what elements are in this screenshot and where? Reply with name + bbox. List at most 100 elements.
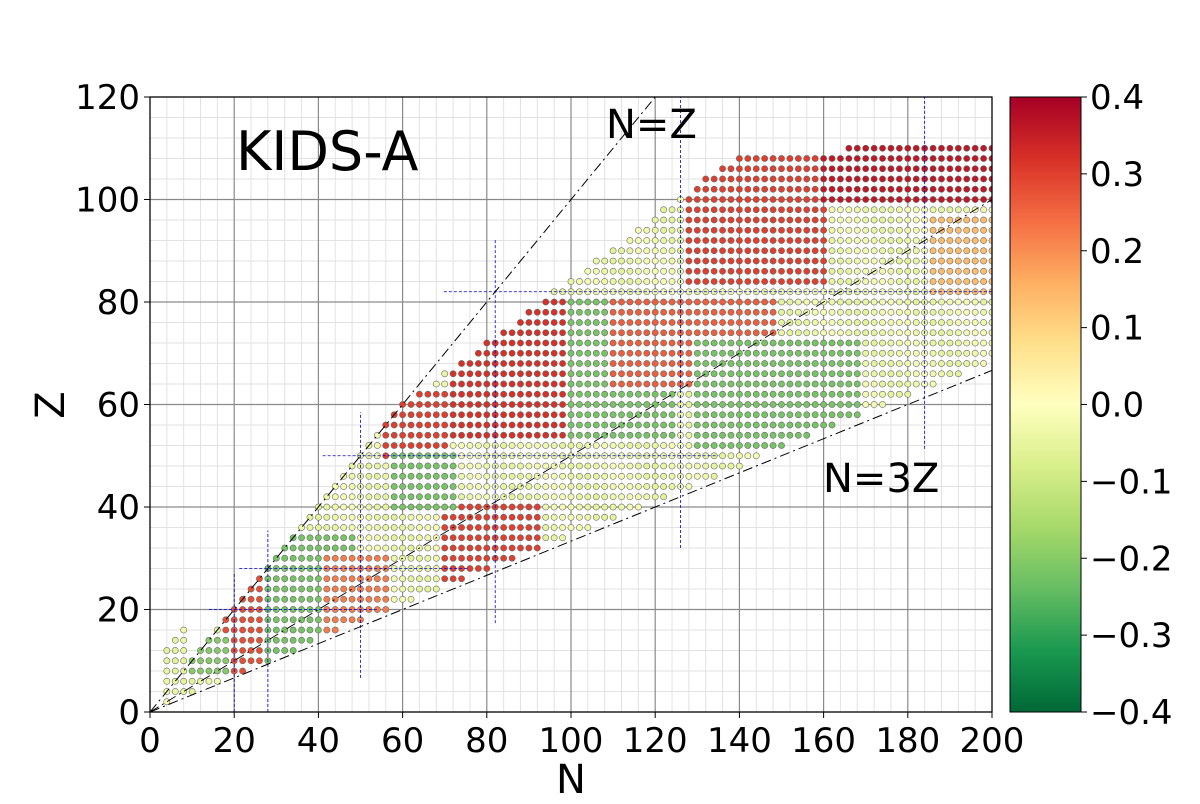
nuclide-point	[862, 237, 870, 244]
nuclide-point	[769, 308, 777, 316]
nuclide-point	[500, 431, 508, 439]
nuclide-point	[197, 657, 204, 665]
nuclide-point	[710, 196, 718, 203]
nuclide-point	[744, 319, 752, 326]
nuclide-point	[803, 421, 811, 429]
nuclide-point	[938, 165, 945, 173]
nuclide-point	[525, 308, 533, 316]
nuclide-point	[870, 390, 878, 398]
nuclide-point	[946, 298, 954, 306]
nuclide-point	[862, 155, 870, 162]
nuclide-point	[710, 360, 718, 367]
nuclide-point	[592, 267, 600, 275]
nuclide-point	[870, 349, 878, 357]
nuclide-point	[710, 267, 718, 275]
nuclide-point	[845, 329, 853, 337]
nuclide-point	[904, 155, 912, 162]
colorbar-tick-label: 0.4	[1090, 78, 1144, 118]
nuclide-point	[432, 524, 440, 531]
nuclide-point	[592, 442, 600, 449]
nuclide-point	[946, 196, 954, 203]
nuclide-point	[904, 298, 912, 306]
nuclide-point	[685, 257, 693, 265]
nuclide-point	[710, 216, 718, 224]
nuclide-point	[533, 360, 541, 367]
nuclide-point	[879, 206, 886, 214]
nuclide-point	[323, 585, 331, 593]
nuclide-point	[752, 267, 760, 275]
nuclide-point	[980, 144, 987, 152]
nuclide-point	[963, 360, 971, 367]
nuclide-point	[752, 349, 760, 357]
nuclide-point	[761, 339, 769, 347]
nuclide-point	[256, 595, 263, 603]
nuclide-point	[651, 472, 659, 480]
nuclide-point	[559, 442, 566, 449]
nuclide-point	[550, 431, 558, 439]
nuclide-point	[281, 626, 289, 634]
nuclide-point	[853, 185, 861, 193]
nuclide-point	[887, 267, 895, 275]
nuclide-point	[853, 380, 861, 388]
nuclide-point	[449, 390, 457, 398]
nuclide-point	[685, 421, 693, 429]
nuclide-point	[584, 319, 592, 326]
nuclide-point	[929, 308, 937, 316]
nuclide-point	[314, 534, 322, 542]
nuclide-point	[693, 360, 701, 367]
nuclide-point	[719, 360, 726, 367]
nuclide-point	[609, 267, 617, 275]
nuclide-point	[693, 370, 701, 378]
nuclide-point	[988, 247, 992, 255]
nuclide-point	[870, 155, 878, 162]
nuclide-point	[533, 370, 541, 378]
nuclide-point	[752, 452, 760, 460]
nuclide-point	[626, 493, 634, 501]
nuclide-point	[390, 544, 398, 552]
nuclide-point	[803, 349, 811, 357]
nuclide-point	[239, 636, 247, 644]
nuclide-point	[348, 585, 356, 593]
nuclide-point	[719, 431, 726, 439]
nuclide-point	[971, 175, 979, 183]
nuclide-point	[980, 349, 987, 357]
nuclide-point	[458, 575, 465, 583]
nuclide-point	[609, 308, 617, 316]
nuclide-point	[601, 370, 609, 378]
nuclide-point	[668, 349, 676, 357]
nuclide-point	[466, 462, 474, 470]
nuclide-point	[769, 257, 777, 265]
nuclide-point	[879, 185, 886, 193]
nuclide-point	[567, 339, 575, 347]
nuclide-point	[845, 196, 853, 203]
nuclide-point	[887, 155, 895, 162]
nuclide-point	[382, 575, 390, 583]
nuclide-point	[432, 483, 440, 490]
nuclide-point	[879, 257, 886, 265]
nuclide-point	[769, 185, 777, 193]
nuclide-point	[710, 339, 718, 347]
nuclide-point	[837, 339, 844, 347]
nuclide-point	[828, 247, 836, 255]
nuclide-point	[719, 380, 726, 388]
nuclide-point	[576, 442, 583, 449]
nuclide-point	[407, 493, 415, 501]
nuclide-point	[567, 483, 575, 490]
nuclide-point	[441, 390, 449, 398]
nuclide-point	[634, 339, 642, 347]
nuclide-point	[887, 237, 895, 244]
nuclide-point	[626, 360, 634, 367]
nuclide-point	[895, 360, 903, 367]
nuclide-point	[618, 370, 625, 378]
nuclide-point	[980, 237, 987, 244]
nuclide-point	[786, 185, 794, 193]
nuclide-point	[879, 349, 886, 357]
nuclide-point	[744, 380, 752, 388]
nuclide-point	[559, 370, 566, 378]
nuclide-point	[710, 349, 718, 357]
nuclide-point	[820, 421, 827, 429]
nuclide-point	[651, 493, 659, 501]
nuclide-point	[432, 380, 440, 388]
nuclide-point	[803, 360, 811, 367]
nuclide-point	[533, 390, 541, 398]
